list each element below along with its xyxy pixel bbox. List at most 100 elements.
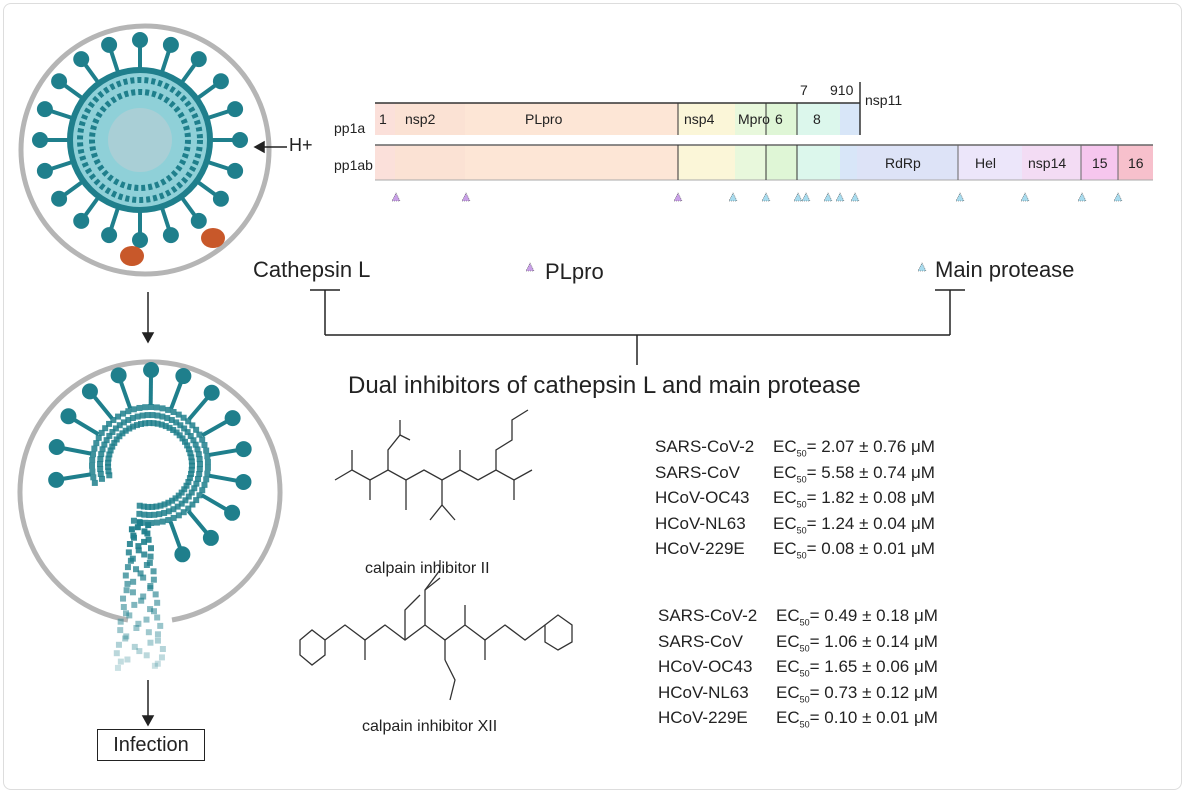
ec-subscript: 50 bbox=[799, 693, 810, 704]
genome-particle bbox=[126, 541, 133, 547]
ec-label: EC bbox=[773, 488, 797, 507]
ec50-value: = 0.49 ± 0.18 μM bbox=[809, 606, 938, 625]
segment-label-nsp14: nsp14 bbox=[1028, 155, 1067, 171]
spike-head bbox=[143, 362, 160, 379]
spike-head bbox=[203, 384, 220, 401]
genome-particle bbox=[126, 612, 133, 619]
mpro-cleavage-site-icon bbox=[793, 192, 803, 202]
ec-label: EC bbox=[773, 513, 797, 533]
ec50-row: SARS-CoV-2 EC50= 0.49 ± 0.18 μM bbox=[658, 606, 938, 627]
compound-name-1: calpain inhibitor II bbox=[365, 560, 490, 577]
segment-label-16: 16 bbox=[1128, 155, 1144, 171]
spike-head bbox=[235, 473, 252, 490]
spike-head bbox=[48, 438, 65, 455]
genome-particle bbox=[122, 610, 129, 617]
genome-particle bbox=[135, 620, 142, 627]
spike-head bbox=[227, 101, 244, 118]
pp1ab-segment bbox=[857, 145, 958, 180]
ec-label: EC bbox=[776, 657, 800, 676]
figure-frame bbox=[3, 3, 1182, 790]
spike-head bbox=[110, 367, 127, 384]
virus-name: SARS-CoV-2 bbox=[655, 437, 755, 456]
mpro-cleavage-site-icon bbox=[1113, 192, 1123, 202]
pp1a-segment bbox=[735, 103, 766, 135]
ec50-value: = 1.82 ± 0.08 μM bbox=[806, 488, 935, 507]
spike-head bbox=[81, 383, 98, 400]
genome-particle bbox=[147, 606, 154, 613]
genome-particle bbox=[123, 633, 130, 640]
spike-head bbox=[232, 132, 248, 148]
mpro-cleavage-site-icon bbox=[761, 192, 771, 202]
genome-particle bbox=[133, 625, 140, 631]
spike-head bbox=[202, 529, 219, 546]
genome-particle bbox=[130, 578, 137, 585]
pp1a-segment bbox=[375, 103, 395, 135]
pp1a-segment bbox=[797, 103, 840, 135]
genome-particle bbox=[115, 641, 122, 648]
mpro-cleavage-site-icon bbox=[955, 192, 965, 202]
pp1a-segment bbox=[678, 103, 735, 135]
spike-head bbox=[36, 101, 53, 118]
spike-head bbox=[60, 408, 77, 425]
genome-particle bbox=[114, 664, 121, 671]
genome-particle bbox=[157, 622, 164, 629]
pp1ab-segment bbox=[465, 145, 678, 180]
spike-head bbox=[162, 227, 179, 244]
arrows bbox=[141, 140, 287, 727]
plpro-cleavage-site-icon bbox=[673, 192, 683, 202]
genome-particle bbox=[143, 562, 150, 568]
segment-label-9-10: 910 bbox=[830, 82, 854, 98]
spike-head bbox=[32, 132, 48, 148]
mpro-cleavage-site-icon bbox=[801, 192, 811, 202]
ec-subscript: 50 bbox=[796, 499, 807, 510]
segment-label-plpro: PLpro bbox=[525, 111, 563, 127]
ec50-row: SARS-CoV EC50= 1.06 ± 0.14 μM bbox=[658, 632, 938, 653]
genome-particle bbox=[134, 524, 141, 531]
segment-label-nsp2: nsp2 bbox=[405, 111, 436, 127]
spike-head bbox=[174, 546, 191, 563]
genome-particle bbox=[147, 585, 154, 592]
genome-particle bbox=[123, 587, 130, 594]
ec50-row: HCoV-NL63 EC50= 0.73 ± 0.12 μM bbox=[658, 683, 938, 704]
pp1ab-segment bbox=[678, 145, 735, 180]
genome-particle bbox=[130, 534, 137, 541]
genome-particle bbox=[113, 650, 120, 657]
genome-particle bbox=[120, 604, 127, 610]
pp1ab-label: pp1ab bbox=[334, 157, 373, 173]
virus-entry-illustration bbox=[17, 23, 283, 671]
genome-particle bbox=[136, 648, 143, 655]
virion bbox=[32, 32, 248, 248]
pp1a-segment bbox=[395, 103, 465, 135]
pp1ab-segment bbox=[766, 145, 797, 180]
pp1ab-segment bbox=[395, 145, 465, 180]
genome-particle bbox=[154, 660, 161, 667]
receptor bbox=[201, 228, 225, 248]
ec-subscript: 50 bbox=[799, 642, 810, 653]
genome-particle bbox=[144, 530, 151, 537]
genome-particle bbox=[143, 652, 150, 659]
ec50-row: HCoV-NL63 EC50= 1.24 ± 0.04 μM bbox=[655, 514, 935, 535]
genome-particle bbox=[147, 545, 154, 552]
figure-title: Dual inhibitors of cathepsin L and main … bbox=[348, 372, 861, 399]
ec-label: EC bbox=[773, 539, 797, 558]
spike-head bbox=[101, 227, 118, 244]
ec-label: EC bbox=[773, 437, 797, 456]
virus-name: HCoV-OC43 bbox=[658, 657, 753, 676]
spike-head bbox=[224, 504, 241, 521]
genome-particle bbox=[117, 627, 124, 634]
ec-label: EC bbox=[776, 631, 800, 651]
genome-particle bbox=[138, 597, 145, 604]
ec-subscript: 50 bbox=[796, 473, 807, 484]
genome-particle bbox=[129, 589, 136, 596]
ec50-row: SARS-CoV-2 EC50= 2.07 ± 0.76 μM bbox=[655, 437, 935, 458]
pp1a-segment bbox=[465, 103, 678, 135]
spike-head bbox=[212, 190, 229, 207]
spike-head bbox=[101, 36, 118, 53]
spike-head bbox=[73, 51, 90, 68]
genome-particle bbox=[154, 637, 161, 644]
genome-particle bbox=[131, 643, 138, 650]
segment-label-nsp11: nsp11 bbox=[865, 92, 903, 108]
ec50-value: = 0.10 ± 0.01 μM bbox=[809, 708, 938, 727]
spike-head bbox=[190, 212, 207, 229]
